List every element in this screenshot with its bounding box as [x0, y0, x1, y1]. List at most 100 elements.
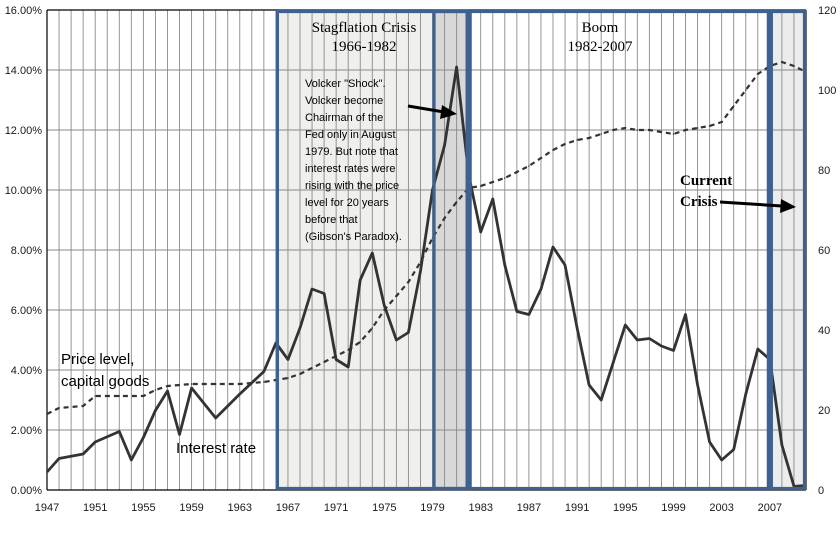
- price-level-point: [588, 137, 590, 139]
- interest-rate-point: [660, 345, 663, 347]
- x-tick-label: 1983: [468, 502, 492, 514]
- interest-rate-point: [154, 409, 157, 412]
- y-right-tick-label: 40: [818, 325, 830, 337]
- price-level-point: [552, 149, 554, 151]
- current-crisis-line2: Crisis: [680, 194, 718, 210]
- interest-rate-point: [130, 459, 133, 461]
- x-tick-label: 1955: [131, 502, 155, 514]
- price-level-point: [299, 373, 301, 375]
- price-level-point: [419, 261, 422, 263]
- y-right-tick-label: 80: [818, 165, 830, 177]
- price-level-point: [516, 171, 518, 173]
- volcker-note-line: Fed only in August: [305, 129, 396, 141]
- price-level-point: [287, 377, 289, 379]
- interest-rate-point: [142, 436, 145, 439]
- x-tick-label: 1991: [565, 502, 589, 514]
- x-tick-label: 1979: [420, 502, 444, 514]
- interest-rate-point: [636, 339, 639, 341]
- price-level-point: [154, 389, 157, 391]
- interest-rate-point: [311, 288, 313, 290]
- price-level-line: [46, 60, 807, 415]
- interest-rate-point: [371, 252, 374, 254]
- price-level-point: [696, 127, 699, 129]
- y-right-tick-label: 0: [818, 485, 824, 497]
- interest-rate-point: [347, 366, 350, 368]
- interest-rate-point: [178, 433, 181, 436]
- price-level-point: [492, 181, 494, 183]
- interest-rate-point: [624, 324, 627, 326]
- interest-rate-point: [793, 485, 795, 488]
- price-level-point: [793, 65, 795, 67]
- x-tick-label: 1971: [324, 502, 348, 514]
- interest-rate-point: [504, 264, 506, 266]
- interest-rate-point: [588, 384, 590, 386]
- volcker-note-line: interest rates were: [305, 163, 395, 175]
- x-tick-label: 1947: [35, 502, 59, 514]
- region-border: [769, 9, 807, 491]
- price-level-point: [720, 121, 723, 123]
- crisis-arrow: [719, 200, 783, 208]
- interest-rate-point: [443, 144, 446, 146]
- price-level-point: [708, 125, 711, 127]
- interest-rate-point: [82, 453, 84, 455]
- volcker-note-line: level for 20 years: [305, 197, 389, 209]
- interest-rate-point: [732, 448, 735, 451]
- price-level-point: [371, 327, 374, 329]
- y-left-tick-label: 16.00%: [5, 5, 43, 17]
- price-level-point: [600, 133, 602, 135]
- price-level-label-line2: capital goods: [61, 373, 149, 390]
- crisis-arrow-head: [780, 199, 796, 213]
- interest-rate-point: [781, 444, 783, 446]
- interest-rate-point: [600, 399, 602, 401]
- price-level-point: [660, 131, 663, 133]
- y-left-tick-label: 14.00%: [5, 65, 43, 77]
- price-level-point: [455, 201, 458, 203]
- interest-rate-point: [335, 358, 337, 361]
- volcker-note-line: rising with the price: [305, 180, 399, 192]
- region-border: [468, 9, 770, 491]
- interest-rate-point: [576, 327, 578, 329]
- interest-rate-point: [407, 331, 410, 334]
- interest-rate-point: [359, 279, 362, 281]
- volcker-note: Volcker "Shock". Volcker become Chairman…: [305, 78, 457, 243]
- interest-rate-point: [708, 441, 711, 443]
- current-crisis-line1: Current: [680, 173, 732, 189]
- volcker-note-line: before that: [305, 214, 358, 226]
- price-level-point: [94, 395, 96, 397]
- interest-rate-point: [94, 441, 96, 443]
- price-level-point: [214, 383, 217, 385]
- interest-rate-point: [419, 270, 422, 272]
- price-level-point: [745, 89, 747, 91]
- price-level-point: [732, 105, 735, 107]
- interest-rate-point: [745, 393, 747, 395]
- y-left-tick-label: 8.00%: [11, 245, 42, 257]
- price-level-point: [636, 129, 639, 131]
- price-level-point: [504, 177, 506, 179]
- y-left-tick-label: 12.00%: [5, 125, 43, 137]
- price-level-point: [564, 143, 566, 145]
- x-tick-label: 1999: [661, 502, 685, 514]
- interest-rate-point: [190, 387, 193, 389]
- x-tick-label: 1951: [83, 502, 107, 514]
- interest-rate-point: [214, 417, 217, 419]
- x-tick-label: 1959: [179, 502, 203, 514]
- stagflation-years: 1966-1982: [332, 39, 397, 55]
- interest-rate-point: [46, 471, 48, 473]
- interest-rate-point: [684, 313, 687, 316]
- interest-rate-point: [540, 288, 542, 290]
- price-level-label-line1: Price level,: [61, 351, 134, 368]
- interest-rate-point: [528, 313, 530, 316]
- interest-rate-point: [612, 361, 614, 364]
- price-level-point: [479, 185, 482, 187]
- x-tick-label: 1995: [613, 502, 637, 514]
- price-level-point: [359, 341, 362, 343]
- y-right-tick-label: 120: [818, 5, 836, 17]
- price-level-point: [311, 367, 313, 369]
- interest-rate-point: [672, 349, 675, 352]
- volcker-note-line: Chairman of the: [305, 112, 383, 124]
- current-crisis-note: Current Crisis: [680, 173, 796, 213]
- series-lines: [45, 60, 807, 488]
- x-tick-label: 1987: [517, 502, 541, 514]
- x-tick-label: 2007: [758, 502, 782, 514]
- x-tick-label: 1967: [276, 502, 300, 514]
